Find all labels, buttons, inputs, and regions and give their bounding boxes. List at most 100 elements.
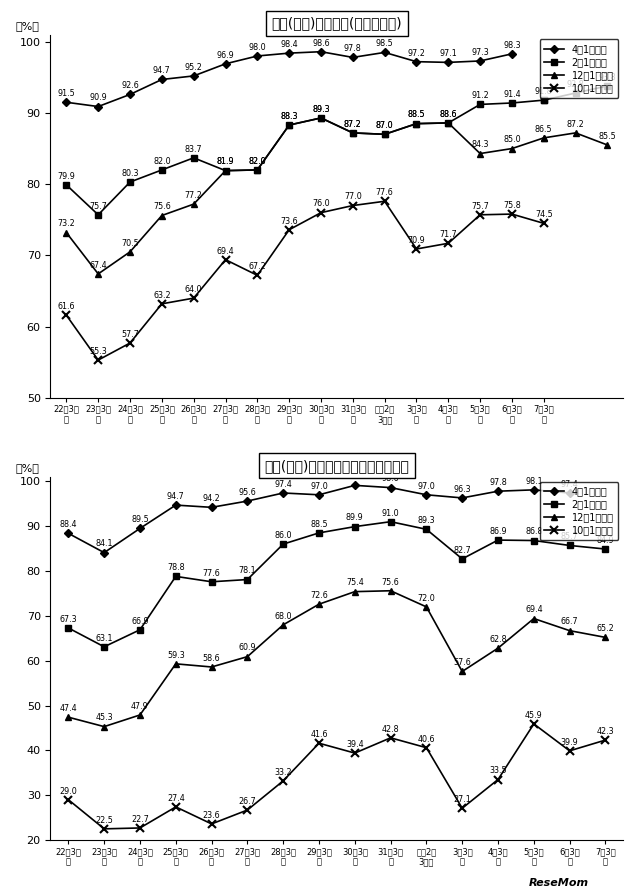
Text: 94.7: 94.7 xyxy=(167,491,185,501)
Text: （%）: （%） xyxy=(15,463,39,474)
Text: 81.9: 81.9 xyxy=(217,158,234,167)
Text: 80.3: 80.3 xyxy=(121,169,139,178)
Text: 33.5: 33.5 xyxy=(489,766,507,775)
Text: 81.9: 81.9 xyxy=(217,158,234,167)
Text: 63.1: 63.1 xyxy=(95,633,113,642)
Text: 96.9: 96.9 xyxy=(216,51,234,60)
Text: 97.3: 97.3 xyxy=(471,48,489,57)
Text: 89.9: 89.9 xyxy=(346,514,364,523)
Text: 66.9: 66.9 xyxy=(131,616,148,625)
Text: 86.9: 86.9 xyxy=(489,527,507,536)
Text: 98.6: 98.6 xyxy=(312,38,330,47)
Text: 75.7: 75.7 xyxy=(471,202,489,211)
Text: 88.4: 88.4 xyxy=(60,520,77,529)
Text: 87.2: 87.2 xyxy=(566,120,584,128)
Text: 91.5: 91.5 xyxy=(58,89,76,98)
Text: 59.3: 59.3 xyxy=(167,650,185,660)
Text: 98.4: 98.4 xyxy=(280,40,298,49)
Text: 87.2: 87.2 xyxy=(344,120,362,128)
Text: 39.9: 39.9 xyxy=(561,738,579,747)
Text: 99.1: 99.1 xyxy=(346,472,364,481)
Text: 69.4: 69.4 xyxy=(525,606,543,615)
Text: （%）: （%） xyxy=(15,21,39,31)
Text: 41.6: 41.6 xyxy=(310,730,328,739)
Text: 77.6: 77.6 xyxy=(203,568,220,578)
Text: 82.7: 82.7 xyxy=(453,546,471,555)
Text: 97.4: 97.4 xyxy=(561,480,579,489)
Text: 71.7: 71.7 xyxy=(440,230,457,239)
Text: 92.6: 92.6 xyxy=(121,81,139,90)
Title: 就職(内定)率の推移(大学　女子): 就職(内定)率の推移(大学 女子) xyxy=(271,17,402,30)
Text: 26.7: 26.7 xyxy=(239,797,256,805)
Text: 66.7: 66.7 xyxy=(561,617,579,626)
Text: 88.5: 88.5 xyxy=(408,111,425,120)
Text: 55.3: 55.3 xyxy=(90,347,107,356)
Text: 91.2: 91.2 xyxy=(471,91,489,100)
Text: 45.9: 45.9 xyxy=(525,711,543,720)
Text: 75.8: 75.8 xyxy=(503,201,521,210)
Text: 64.0: 64.0 xyxy=(185,285,202,294)
Text: 82.0: 82.0 xyxy=(248,157,266,166)
Text: 84.9: 84.9 xyxy=(596,536,614,545)
Text: 67.3: 67.3 xyxy=(60,615,77,624)
Text: 94.7: 94.7 xyxy=(153,66,171,75)
Text: 86.8: 86.8 xyxy=(525,527,543,536)
Text: 60.9: 60.9 xyxy=(239,643,256,652)
Text: 67.4: 67.4 xyxy=(90,260,107,269)
Text: 89.3: 89.3 xyxy=(312,104,330,114)
Text: 73.2: 73.2 xyxy=(58,219,76,228)
Text: 82.0: 82.0 xyxy=(248,157,266,166)
Text: 29.0: 29.0 xyxy=(60,787,77,796)
Text: 27.4: 27.4 xyxy=(167,794,185,803)
Text: 22.7: 22.7 xyxy=(131,814,149,824)
Text: 22.5: 22.5 xyxy=(95,815,113,825)
Text: 42.3: 42.3 xyxy=(596,727,614,736)
Text: 39.4: 39.4 xyxy=(346,739,364,749)
Text: 97.8: 97.8 xyxy=(344,45,362,54)
Text: 91.0: 91.0 xyxy=(382,508,399,517)
Text: 65.2: 65.2 xyxy=(596,624,614,633)
Text: 89.3: 89.3 xyxy=(417,516,435,525)
Text: 91.8: 91.8 xyxy=(535,87,552,96)
Text: 98.5: 98.5 xyxy=(376,39,394,48)
Legend: 4月1日現在, 2月1日現在, 12月1日現在, 10月1日現在: 4月1日現在, 2月1日現在, 12月1日現在, 10月1日現在 xyxy=(540,482,618,541)
Text: 45.3: 45.3 xyxy=(95,714,113,723)
Text: 97.0: 97.0 xyxy=(417,482,435,491)
Text: 88.3: 88.3 xyxy=(280,112,298,121)
Text: 83.7: 83.7 xyxy=(185,145,202,153)
Text: 88.5: 88.5 xyxy=(408,111,425,120)
Text: ReseMom: ReseMom xyxy=(529,878,589,888)
Text: 61.6: 61.6 xyxy=(58,302,75,311)
Text: 33.2: 33.2 xyxy=(275,768,292,777)
Text: 88.6: 88.6 xyxy=(440,110,457,119)
Text: 87.0: 87.0 xyxy=(376,121,394,130)
Text: 75.7: 75.7 xyxy=(89,202,107,211)
Text: 89.3: 89.3 xyxy=(312,104,330,114)
Text: 72.0: 72.0 xyxy=(417,594,435,603)
Text: 95.2: 95.2 xyxy=(185,62,203,71)
Text: 87.0: 87.0 xyxy=(376,121,394,130)
Text: 86.0: 86.0 xyxy=(275,531,292,540)
Text: 70.5: 70.5 xyxy=(121,239,139,248)
Text: 70.9: 70.9 xyxy=(408,235,426,244)
Text: 82.0: 82.0 xyxy=(153,157,171,166)
Text: 78.8: 78.8 xyxy=(167,563,184,573)
Text: 77.6: 77.6 xyxy=(376,188,394,197)
Text: 85.5: 85.5 xyxy=(598,132,616,141)
Text: 63.2: 63.2 xyxy=(153,291,171,300)
Text: 73.6: 73.6 xyxy=(280,217,298,226)
Text: 89.5: 89.5 xyxy=(131,516,149,524)
Text: 23.6: 23.6 xyxy=(203,811,220,820)
Text: 58.6: 58.6 xyxy=(203,654,220,663)
Text: 94.2: 94.2 xyxy=(203,494,220,503)
Text: 75.6: 75.6 xyxy=(381,578,399,587)
Text: 75.6: 75.6 xyxy=(153,202,171,211)
Text: 97.1: 97.1 xyxy=(440,49,457,58)
Text: 97.4: 97.4 xyxy=(275,480,292,489)
Text: 69.4: 69.4 xyxy=(217,246,234,255)
Text: 47.9: 47.9 xyxy=(131,702,149,711)
Text: 90.9: 90.9 xyxy=(90,94,107,103)
Text: 87.2: 87.2 xyxy=(344,120,362,128)
Text: 96.3: 96.3 xyxy=(453,484,471,494)
Text: 68.0: 68.0 xyxy=(275,612,292,621)
